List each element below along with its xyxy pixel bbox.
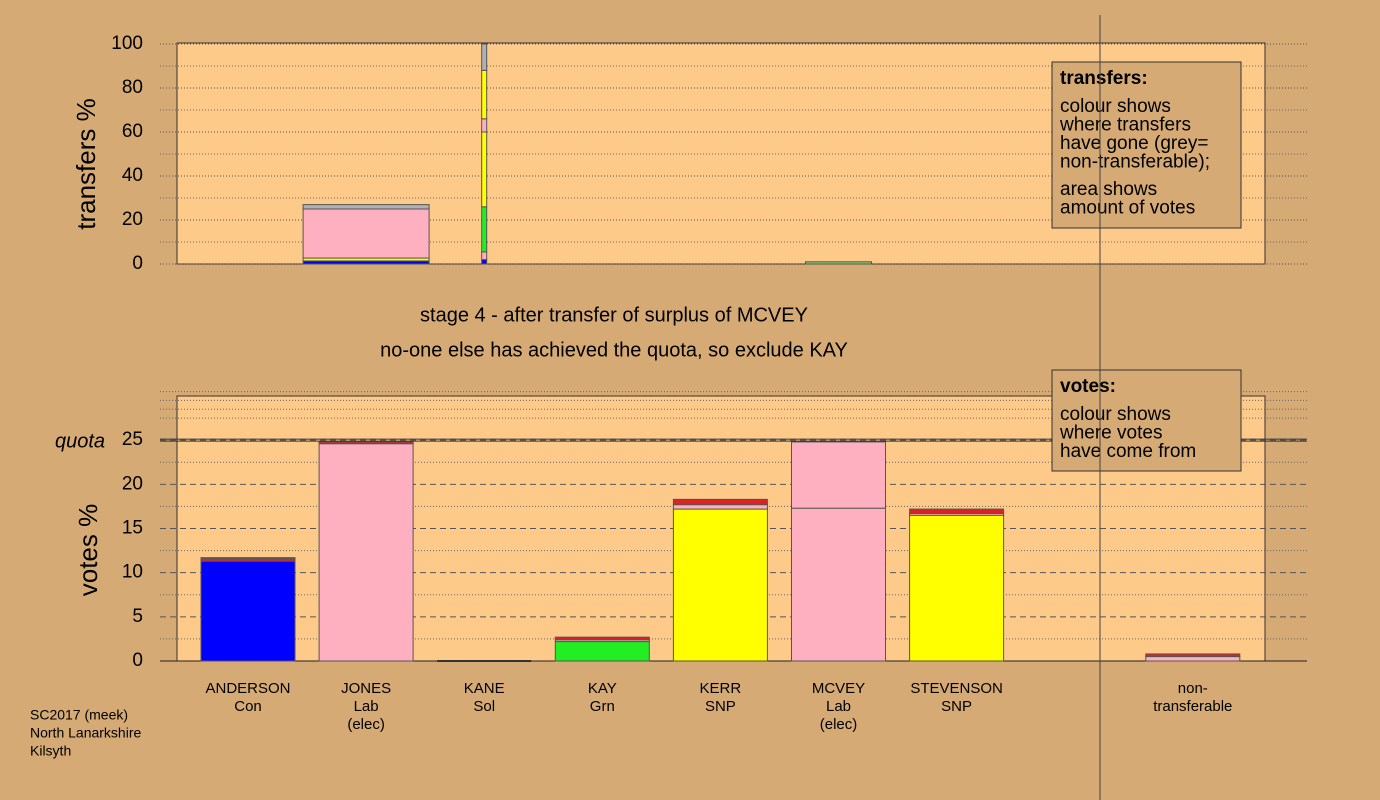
y-axis-title: votes %	[73, 504, 103, 597]
bar-segment	[1145, 653, 1241, 658]
x-tick-label: Grn	[590, 698, 615, 715]
note-line: colour shows	[1060, 96, 1171, 117]
bar-segment	[1145, 656, 1241, 662]
bar-segment	[200, 557, 296, 560]
y-tick-label: 15	[122, 518, 143, 539]
bar-segment	[672, 508, 768, 662]
bar-segment	[791, 441, 886, 509]
note-line: non-transferable);	[1060, 152, 1210, 173]
bar-segment	[672, 504, 768, 510]
y-tick-label: 25	[122, 429, 143, 450]
y-axis-title: transfers %	[71, 98, 101, 230]
y-tick-label: 60	[122, 121, 143, 142]
y-tick-label: 20	[122, 473, 143, 494]
x-tick-label: Lab	[826, 698, 851, 715]
bar-segment	[302, 208, 430, 259]
bar-segment	[481, 251, 488, 261]
y-tick-label: 5	[132, 606, 143, 627]
x-tick-label: non-	[1178, 680, 1208, 697]
bar-segment	[909, 514, 1005, 662]
bar-segment	[481, 118, 488, 133]
note-box	[1051, 369, 1242, 472]
bar-segment	[318, 441, 414, 445]
x-tick-label: KAY	[588, 680, 617, 697]
note-line: area shows	[1060, 179, 1157, 200]
footer: Kilsyth	[30, 743, 71, 759]
x-tick-label: ANDERSON	[205, 680, 290, 697]
bar-segment	[909, 508, 1005, 514]
x-tick-label: JONES	[341, 680, 391, 697]
bar-segment	[554, 636, 650, 641]
note-box	[1051, 61, 1242, 229]
quota-label: quota	[55, 430, 105, 452]
stage-title: stage 4 - after transfer of surplus of M…	[420, 304, 808, 326]
x-tick-label: STEVENSON	[910, 680, 1003, 697]
y-tick-label: 0	[132, 253, 143, 274]
bar-segment	[672, 498, 768, 506]
bar-segment	[481, 259, 488, 265]
bar-segment	[200, 560, 296, 662]
note-line: colour shows	[1060, 404, 1171, 425]
x-tick-label: SNP	[705, 698, 736, 715]
x-tick-label: SNP	[941, 698, 972, 715]
y-tick-label: 40	[122, 165, 143, 186]
note-title: votes:	[1060, 376, 1116, 397]
x-tick-label: (elec)	[820, 716, 858, 733]
bar-segment	[481, 131, 488, 208]
bar-segment	[791, 507, 886, 662]
note-line: have gone (grey=	[1060, 133, 1208, 154]
x-tick-label: Con	[234, 698, 262, 715]
bar-segment	[302, 204, 430, 210]
bar-segment	[481, 69, 488, 120]
bar-segment	[805, 261, 872, 265]
stage-subtitle: no-one else has achieved the quota, so e…	[380, 339, 848, 361]
footer: SC2017 (meek)	[30, 707, 128, 723]
y-tick-label: 20	[122, 209, 143, 230]
note-line: where transfers	[1059, 115, 1191, 136]
x-tick-label: transferable	[1153, 698, 1232, 715]
footer: North Lanarkshire	[30, 725, 141, 741]
bar-segment	[318, 443, 414, 662]
note-line: have come from	[1060, 441, 1196, 462]
y-tick-label: 0	[132, 650, 143, 671]
y-tick-label: 80	[122, 77, 143, 98]
bar-segment	[554, 641, 650, 662]
x-tick-label: Lab	[354, 698, 379, 715]
x-tick-label: MCVEY	[812, 680, 865, 697]
y-tick-label: 10	[122, 562, 143, 583]
note-line: amount of votes	[1060, 198, 1195, 219]
x-tick-label: Sol	[473, 698, 495, 715]
x-tick-label: KERR	[700, 680, 742, 697]
x-tick-label: KANE	[464, 680, 505, 697]
note-line: where votes	[1059, 423, 1162, 444]
bar-segment	[481, 43, 488, 71]
note-title: transfers:	[1060, 68, 1148, 89]
x-tick-label: (elec)	[347, 716, 385, 733]
bar-segment	[481, 206, 488, 253]
y-tick-label: 100	[111, 33, 143, 54]
